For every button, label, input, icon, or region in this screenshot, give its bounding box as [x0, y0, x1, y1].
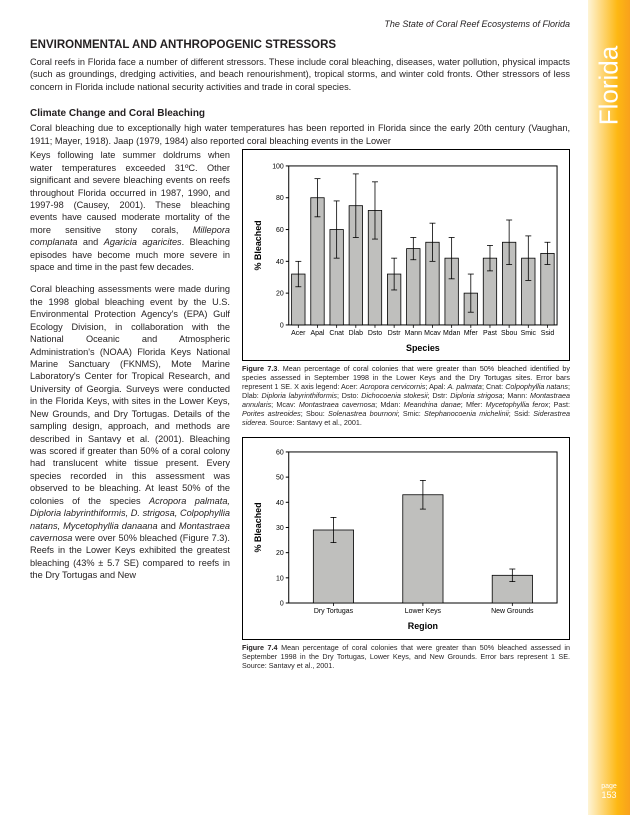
two-column-layout: Keys following late summer doldrums when…	[30, 149, 570, 679]
caption-7-3: Figure 7.3. Mean percentage of coral col…	[242, 364, 570, 427]
running-header: The State of Coral Reef Ecosystems of Fl…	[30, 18, 570, 30]
page-number: page 153	[592, 783, 626, 801]
svg-text:Species: Species	[406, 343, 440, 353]
svg-text:20: 20	[276, 291, 284, 298]
svg-text:Dstr: Dstr	[388, 330, 401, 337]
left-column: Keys following late summer doldrums when…	[30, 149, 230, 679]
svg-text:0: 0	[280, 601, 284, 608]
svg-text:New Grounds: New Grounds	[491, 608, 534, 615]
svg-text:Region: Region	[408, 621, 438, 631]
svg-text:100: 100	[272, 164, 284, 171]
svg-text:30: 30	[276, 525, 284, 532]
svg-text:10: 10	[276, 576, 284, 583]
chart-7-4-svg: 0 10 20 30 40 50 60 % Bleached Dry Tortugas Lower…	[247, 444, 565, 633]
svg-text:Dsto: Dsto	[368, 330, 382, 337]
svg-text:% Bleached: % Bleached	[253, 221, 263, 271]
svg-text:Cnat: Cnat	[329, 330, 344, 337]
figure-7-4: 0 10 20 30 40 50 60 % Bleached Dry Tortugas Lower…	[242, 437, 570, 639]
svg-text:Smic: Smic	[521, 330, 537, 337]
svg-text:Mcav: Mcav	[424, 330, 441, 337]
svg-text:Dry Tortugas: Dry Tortugas	[314, 608, 354, 615]
section-body: Coral reefs in Florida face a number of …	[30, 56, 570, 93]
svg-text:0: 0	[280, 323, 284, 330]
svg-text:80: 80	[276, 195, 284, 202]
intro-para: Coral bleaching due to exceptionally hig…	[30, 122, 570, 147]
svg-text:Mann: Mann	[405, 330, 422, 337]
svg-text:Past: Past	[483, 330, 497, 337]
page-content: The State of Coral Reef Ecosystems of Fl…	[0, 0, 630, 698]
chart-7-3-svg: 0 20 40 60 80 100 % Bleached Acer Apal Cnat Dlab Ds…	[247, 156, 565, 355]
svg-text:50: 50	[276, 475, 284, 482]
svg-text:Ssid: Ssid	[541, 330, 555, 337]
svg-text:60: 60	[276, 227, 284, 234]
right-column: 020406080100% BleachedAcerApalCnatDlabDs…	[242, 149, 570, 679]
svg-text:Mfer: Mfer	[464, 330, 479, 337]
svg-text:20: 20	[276, 551, 284, 558]
svg-text:Mdan: Mdan	[443, 330, 460, 337]
left-para-2: Coral bleaching assessments were made du…	[30, 283, 230, 581]
svg-text:40: 40	[276, 500, 284, 507]
caption-7-4: Figure 7.4 Mean percentage of coral colo…	[242, 643, 570, 670]
svg-text:40: 40	[276, 259, 284, 266]
svg-text:Sbou: Sbou	[501, 330, 517, 337]
subsection-heading: Climate Change and Coral Bleaching	[30, 107, 570, 121]
side-tab: Florida page 153	[588, 0, 630, 815]
svg-text:% Bleached: % Bleached	[253, 503, 263, 553]
svg-text:Lower Keys: Lower Keys	[405, 608, 442, 615]
svg-text:Dlab: Dlab	[349, 330, 363, 337]
section-heading: ENVIRONMENTAL AND ANTHROPOGENIC STRESSOR…	[30, 38, 570, 54]
svg-text:60: 60	[276, 450, 284, 457]
side-tab-label: Florida	[594, 46, 625, 125]
svg-text:Apal: Apal	[311, 330, 325, 337]
left-para-1: Keys following late summer doldrums when…	[30, 149, 230, 273]
figure-7-3: 0 20 40 60 80 100 % Bleached Acer Apal Cnat Dlab Ds…	[242, 149, 570, 361]
svg-text:Acer: Acer	[291, 330, 306, 337]
